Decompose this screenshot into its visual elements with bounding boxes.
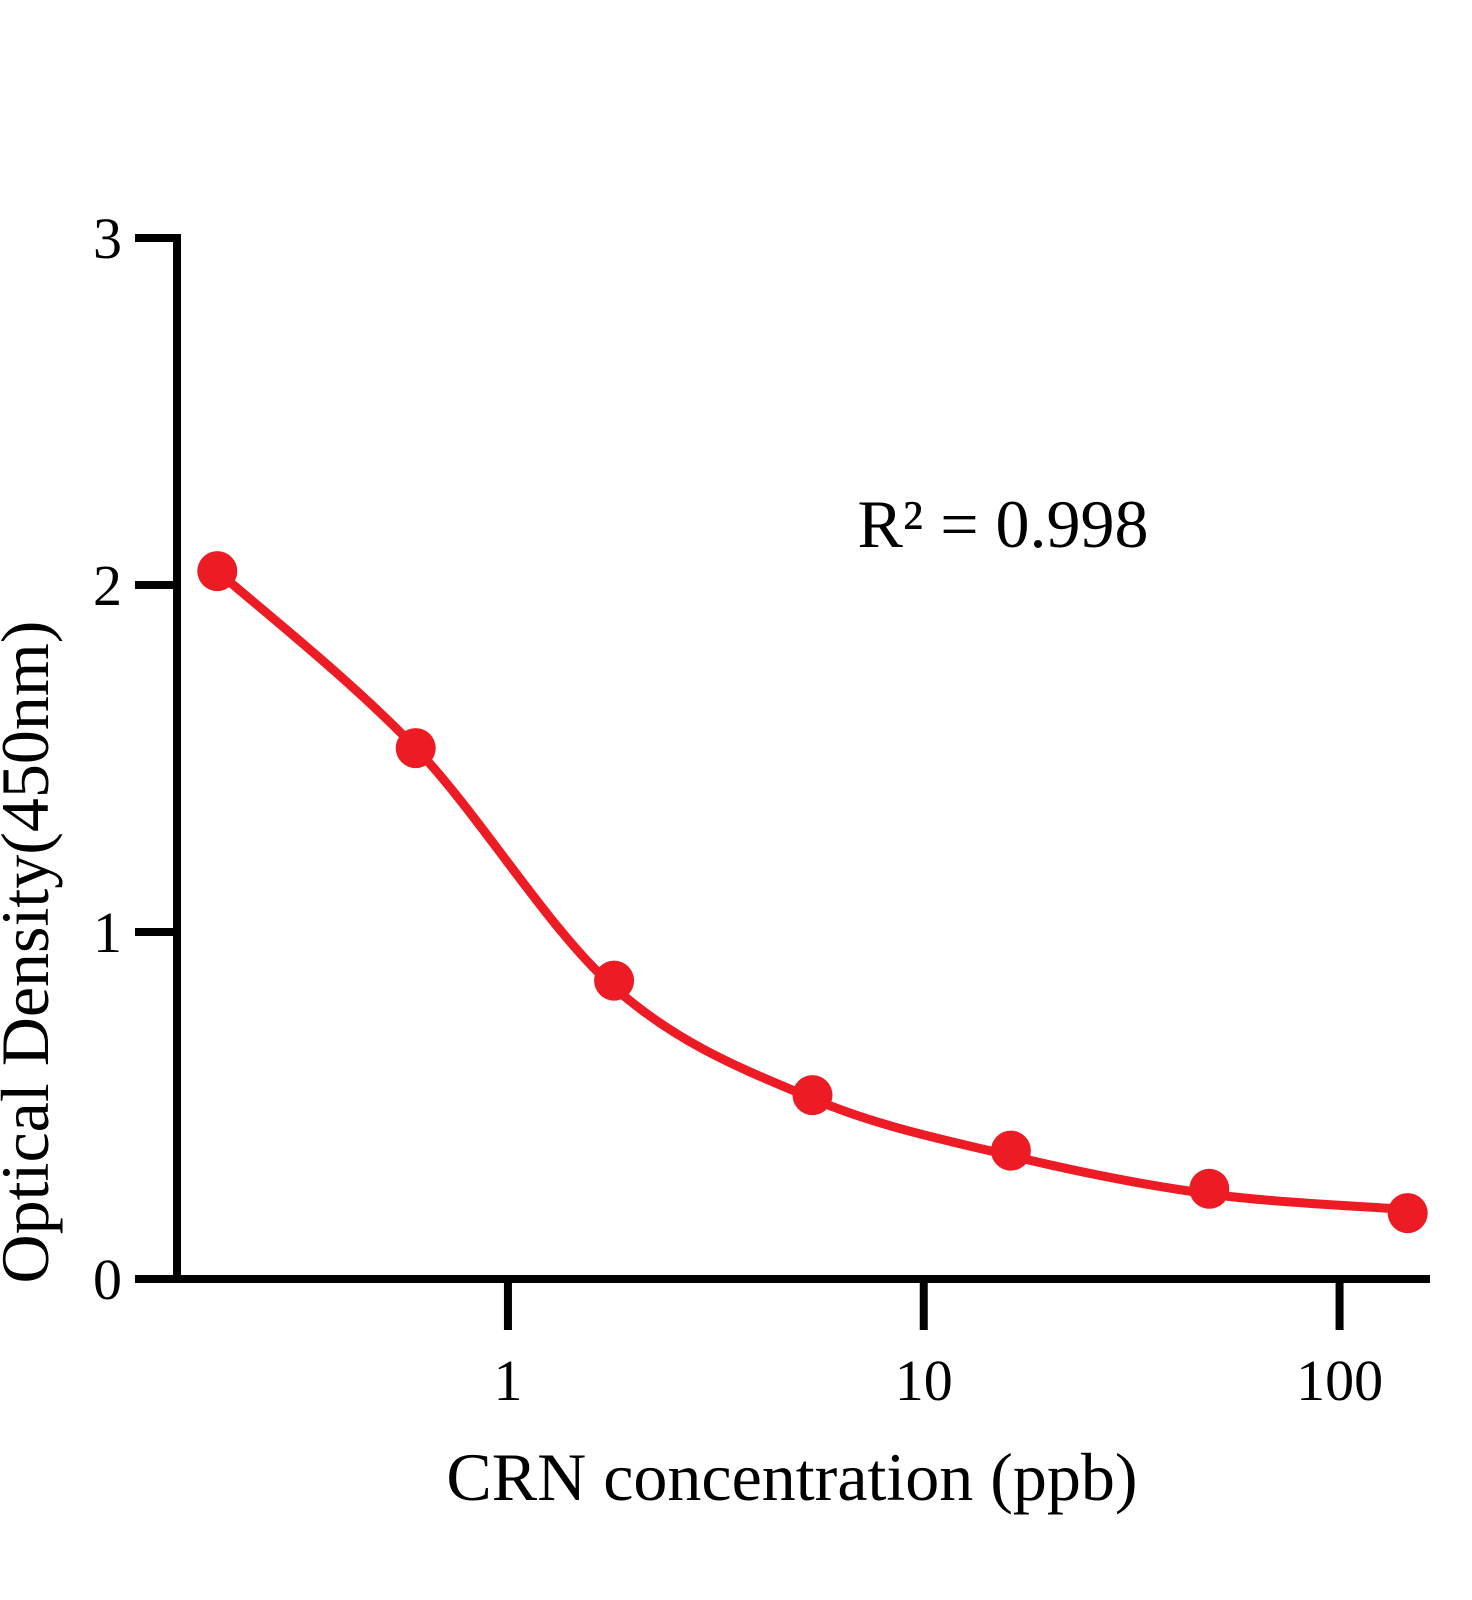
data-point bbox=[197, 551, 238, 592]
y-tick-label: 3 bbox=[93, 206, 122, 271]
x-tick-label: 100 bbox=[1296, 1348, 1383, 1413]
plot-area: 0 1 2 3 1 10 100 bbox=[93, 206, 1430, 1413]
y-tick-label: 2 bbox=[93, 553, 122, 618]
x-tick-label: 1 bbox=[493, 1348, 522, 1413]
data-point bbox=[990, 1130, 1031, 1171]
data-point bbox=[395, 728, 436, 769]
r-squared-annotation: R² = 0.998 bbox=[857, 486, 1148, 562]
x-tick-label: 10 bbox=[895, 1348, 953, 1413]
data-point bbox=[792, 1075, 833, 1116]
data-point bbox=[594, 960, 635, 1001]
x-axis-title: CRN concentration (ppb) bbox=[446, 1439, 1137, 1515]
y-tick-label: 0 bbox=[93, 1247, 122, 1312]
data-point bbox=[1387, 1193, 1428, 1234]
data-point bbox=[1189, 1168, 1230, 1209]
y-axis-title: Optical Density(450nm) bbox=[0, 621, 63, 1284]
y-tick-label: 1 bbox=[93, 900, 122, 965]
